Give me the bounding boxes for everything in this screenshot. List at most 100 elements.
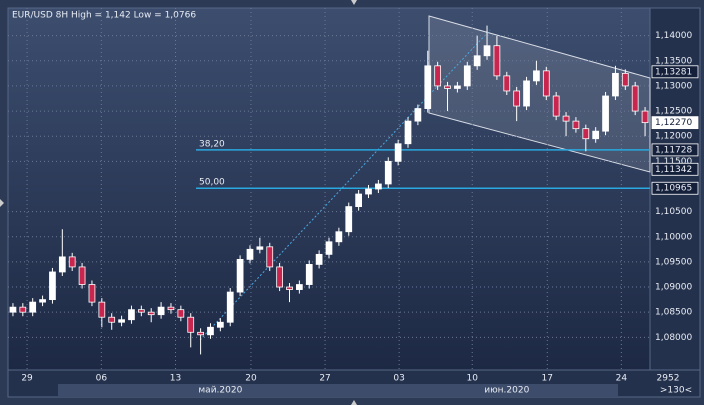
footer-label: >130< [660,386,692,396]
candle-body [503,75,511,92]
candle-body [19,306,27,313]
candle-body [602,95,609,132]
x-tick-label: 13 [170,374,181,384]
y-tick-label: 1,13000 [655,81,692,91]
price-mark-box [651,143,699,157]
candle-body [246,248,254,260]
x-tick-label: 03 [393,374,404,384]
candle-body [207,326,214,336]
candle-body [167,306,175,311]
candle-body [444,85,451,89]
candle-body [384,160,392,185]
price-mark-box [651,162,699,176]
candle-body [98,301,106,318]
candle-body [404,120,412,145]
trend-line [199,29,491,341]
candle-body [256,246,264,250]
candle-body [9,306,17,313]
candle-body [394,143,402,162]
candle-body [187,316,195,333]
y-tick-label: 1,13500 [655,56,692,66]
chart-title: EUR/USD 8H High = 1,142 Low = 1,0766 [12,11,196,21]
candle-body [108,316,116,323]
price-mark-label: 1,13281 [655,67,692,77]
price-mark-box [651,65,699,79]
y-tick-label: 1,12500 [655,107,692,117]
candle-body [424,65,432,109]
candle-body [434,65,442,87]
fib-label: 38,20 [199,139,225,149]
candle-body [236,258,244,293]
y-tick-label: 1,10500 [655,207,692,217]
y-tick-label: 1,12000 [655,132,692,142]
candle-body [305,264,313,285]
candle-body [58,256,66,273]
candle-body [29,301,37,313]
candle-body [118,319,125,323]
candle-body [572,120,580,130]
x-tick-label: 06 [96,374,108,384]
candle-body [88,284,96,303]
candle-body [355,193,362,207]
candle-body [523,80,530,107]
x-tick-label: 10 [466,374,478,384]
candle-body [177,309,185,318]
y-tick-label: 1,09000 [655,283,692,293]
marker [351,0,357,5]
candle-body [631,85,639,112]
candle-body [641,110,649,124]
price-mark-box [651,116,699,130]
candle-body [325,241,333,255]
candle-body [414,108,422,122]
candle-body [335,231,343,243]
y-tick-label: 1,10000 [655,232,692,242]
y-tick-label: 1,11500 [655,157,692,167]
candle-body [483,45,491,57]
candle-body [582,128,590,140]
plot-area [7,7,651,371]
price-mark-label: 1,11342 [655,165,692,175]
candle-body [286,286,293,290]
candle-body [216,321,224,328]
candle-body [68,256,76,268]
candle-body [197,331,204,336]
candle-body [296,284,303,290]
candle-body [276,266,283,288]
candle-body [533,70,540,82]
candle-body [542,70,550,97]
candle-body [592,130,600,140]
candle-body [365,188,372,195]
x-tick-label: 27 [319,374,330,384]
candle-body [513,90,521,107]
y-tick-label: 1,09500 [655,257,692,267]
candle-body [473,55,481,67]
candle-body [493,45,501,77]
y-tick-label: 1,14000 [655,31,692,41]
price-mark-label: 1,11728 [655,145,692,155]
x-tick-label: 17 [542,374,553,384]
y-tick-label: 1,08500 [655,308,692,318]
candle-body [128,309,135,321]
fib-label: 50,00 [199,178,225,188]
candle-body [562,115,570,122]
candle-body [49,271,56,301]
price-mark-box [651,181,699,195]
candle-body [226,291,234,323]
candle-body [612,72,619,97]
month-label: июн.2020 [484,386,529,396]
x-tick-label: 24 [616,374,628,384]
marker [351,400,357,405]
candle-body [454,85,461,89]
candle-body [147,311,155,316]
candle-body [137,309,145,313]
marker [0,199,4,207]
footer-label: 2952 [657,374,680,384]
price-mark-label: 1,10965 [655,184,692,194]
candle-body [78,266,86,285]
x-tick-label: 29 [21,374,33,384]
candle-body [621,72,629,87]
month-band [58,384,618,396]
candle-body [375,183,382,190]
candle-body [157,306,165,316]
